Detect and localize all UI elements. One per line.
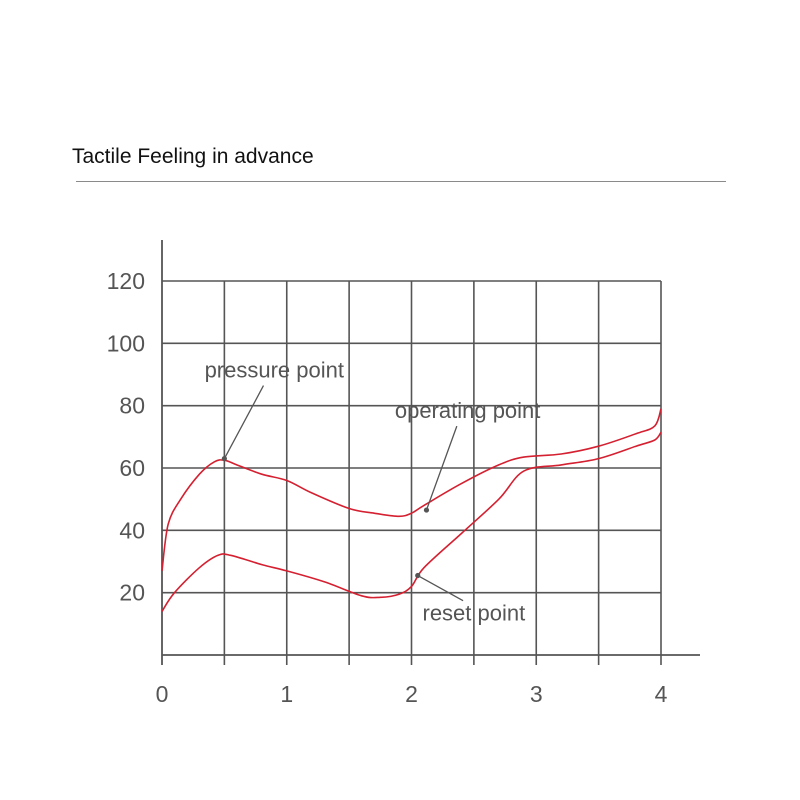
chart-series (161, 408, 662, 612)
annotation-leader-pressure-point (223, 385, 265, 459)
x-tick-label: 2 (405, 681, 418, 707)
chart-grid (162, 280, 662, 665)
y-tick-label: 80 (119, 393, 145, 419)
x-tick-label: 4 (655, 681, 668, 707)
y-tick-label: 100 (107, 330, 145, 356)
force-curve-lower (161, 431, 662, 612)
annotation-label-operating-point: operating point (395, 398, 541, 423)
chart-title: Tactile Feeling in advance (72, 145, 314, 168)
annotation-leader-operating-point (425, 425, 458, 511)
tick-labels: 0 1 2 3 4 20 40 60 80 100 120 (107, 268, 668, 707)
x-tick-label: 1 (280, 681, 293, 707)
annotation-label-pressure-point: pressure point (205, 358, 344, 383)
chart-axes (161, 240, 700, 665)
force-curve-upper (161, 408, 662, 572)
annotation-label-reset-point: reset point (423, 601, 526, 626)
y-tick-label: 40 (119, 517, 145, 543)
chart-annotations: pressure point operating point reset point (205, 358, 541, 626)
annotation-marker-operating-point (423, 507, 430, 513)
annotation-marker-pressure-point (221, 456, 227, 462)
annotation-marker-reset-point (415, 572, 421, 579)
y-tick-label: 20 (119, 580, 145, 606)
y-tick-label: 60 (119, 455, 145, 481)
title-divider (76, 181, 726, 182)
annotation-leader-reset-point (417, 574, 464, 602)
y-tick-label: 120 (107, 268, 145, 294)
x-tick-label: 0 (156, 681, 169, 707)
x-tick-label: 3 (530, 681, 543, 707)
